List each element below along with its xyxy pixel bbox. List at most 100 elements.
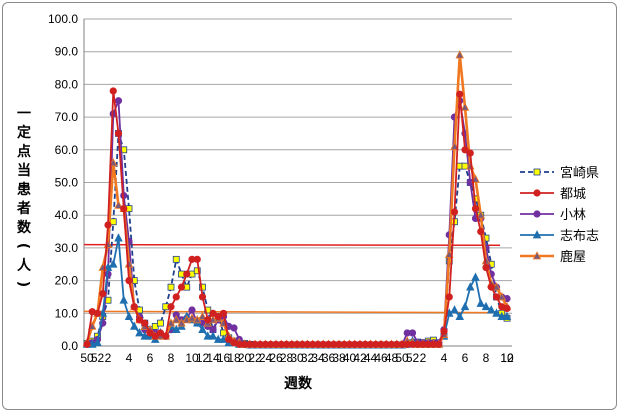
x-tick-label: 42: [353, 351, 367, 365]
data-point: [208, 331, 218, 340]
data-point: [141, 319, 149, 327]
data-point: [219, 309, 228, 317]
x-tick-label: 4: [126, 351, 133, 365]
x-tick-label: 2: [420, 351, 427, 365]
data-point: [83, 340, 91, 348]
x-tick-label: 52: [406, 351, 420, 365]
x-tick-label: 34: [311, 351, 325, 365]
data-point: [455, 50, 465, 59]
data-point: [108, 259, 118, 268]
x-tick-label: 6: [147, 351, 154, 365]
data-point: [130, 303, 138, 311]
data-point: [135, 316, 144, 324]
data-point: [482, 263, 490, 272]
x-tick-label: 18: [227, 351, 241, 365]
y-tick-label: 20.0: [55, 274, 79, 288]
legend-swatch-marker: [533, 168, 541, 176]
data-point: [476, 298, 486, 307]
data-point: [214, 312, 222, 321]
data-point: [167, 303, 175, 311]
legend-label: 宮崎県: [560, 165, 599, 181]
data-point: [225, 335, 233, 344]
data-point: [172, 255, 180, 263]
data-point: [93, 337, 102, 347]
y-tick-label: 70.0: [55, 110, 79, 124]
data-point: [204, 316, 212, 324]
x-tick-label: 28: [280, 351, 294, 365]
data-point: [203, 331, 213, 340]
x-tick-label: 22: [248, 351, 262, 365]
data-point: [177, 283, 186, 291]
data-point: [193, 255, 201, 263]
data-point: [172, 293, 180, 301]
data-point: [456, 90, 464, 98]
x-tick-label: 24: [259, 351, 273, 365]
x-tick-label: 50: [395, 351, 409, 365]
data-point: [198, 293, 207, 301]
y-axis-title-char: 一: [17, 106, 31, 122]
data-point: [120, 205, 128, 213]
data-point: [114, 200, 123, 209]
data-point: [435, 340, 443, 348]
x-tick-label: 38: [332, 351, 346, 365]
y-tick-label: 0.0: [61, 339, 78, 353]
data-point: [471, 272, 480, 281]
y-axis-title-char: 当: [17, 162, 31, 179]
data-point: [445, 293, 453, 301]
legend-label: 小林: [560, 208, 586, 223]
x-tick-label: 8: [483, 351, 490, 365]
x-tick-label: 40: [343, 351, 357, 365]
data-point: [460, 301, 470, 311]
x-tick-label: 14: [206, 351, 220, 365]
reference-line: [83, 243, 501, 247]
data-point: [213, 334, 223, 343]
data-point: [198, 311, 207, 320]
y-axis-title-char: ): [15, 281, 31, 287]
data-point: [183, 270, 191, 278]
series-line: [86, 90, 508, 346]
x-tick-label: 4: [441, 351, 448, 365]
y-axis-title-char: 患: [17, 181, 31, 198]
data-point: [502, 311, 512, 320]
data-point: [135, 328, 144, 337]
y-axis-title-char: 定: [17, 124, 31, 141]
legend-swatch-marker: [533, 210, 541, 218]
x-tick-label: 52: [91, 351, 105, 365]
data-point: [114, 233, 123, 242]
x-tick-label: 10: [185, 351, 199, 365]
x-tick-label: 26: [269, 351, 283, 365]
data-point: [476, 210, 486, 219]
data-point: [167, 283, 175, 291]
legend-swatch-marker: [532, 251, 542, 260]
data-point: [162, 332, 170, 340]
x-tick-label: 36: [322, 351, 336, 365]
data-point: [209, 309, 217, 317]
data-point: [171, 314, 181, 324]
y-tick-label: 90.0: [55, 45, 79, 59]
reference-line: [83, 310, 501, 314]
data-point: [450, 208, 459, 216]
data-point: [193, 267, 201, 275]
data-point: [497, 311, 507, 320]
x-tick-label: 12: [500, 351, 514, 365]
y-tick-label: 100.0: [48, 12, 78, 26]
x-tick-label: 2: [105, 351, 112, 365]
data-point: [455, 311, 465, 320]
data-point: [460, 102, 470, 111]
x-tick-label: 8: [168, 351, 175, 365]
data-point: [187, 313, 197, 322]
data-point: [151, 332, 159, 340]
y-tick-label: 10.0: [55, 306, 79, 320]
y-axis-title-char: (: [15, 243, 31, 249]
legend-label: 都城: [560, 187, 586, 202]
data-point: [487, 283, 495, 291]
data-point: [450, 305, 459, 314]
data-point: [492, 293, 501, 301]
data-point: [109, 87, 117, 95]
x-tick-label: 46: [374, 351, 388, 365]
data-point: [503, 304, 511, 312]
x-tick-label: 6: [462, 351, 469, 365]
data-point: [104, 221, 112, 229]
series-line: [86, 99, 508, 346]
